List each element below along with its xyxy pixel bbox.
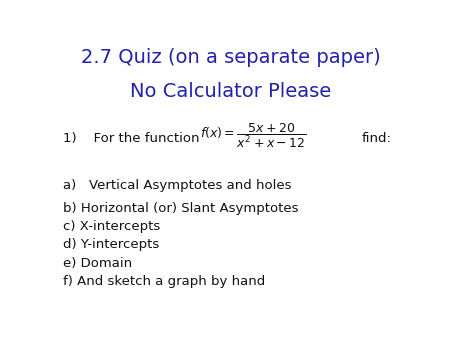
Text: No Calculator Please: No Calculator Please — [130, 82, 331, 101]
Text: $f\left(x\right)=\dfrac{5x+20}{x^{2}+x-12}$: $f\left(x\right)=\dfrac{5x+20}{x^{2}+x-1… — [200, 121, 307, 150]
Text: b) Horizontal (or) Slant Asymptotes: b) Horizontal (or) Slant Asymptotes — [63, 202, 299, 215]
Text: d) Y-intercepts: d) Y-intercepts — [63, 238, 159, 251]
Text: 2.7 Quiz (on a separate paper): 2.7 Quiz (on a separate paper) — [81, 48, 381, 67]
Text: c) X-intercepts: c) X-intercepts — [63, 220, 161, 233]
Text: find:: find: — [361, 132, 392, 145]
Text: f) And sketch a graph by hand: f) And sketch a graph by hand — [63, 275, 266, 288]
Text: 1)    For the function: 1) For the function — [63, 132, 200, 145]
Text: a)   Vertical Asymptotes and holes: a) Vertical Asymptotes and holes — [63, 178, 292, 192]
Text: e) Domain: e) Domain — [63, 257, 132, 270]
